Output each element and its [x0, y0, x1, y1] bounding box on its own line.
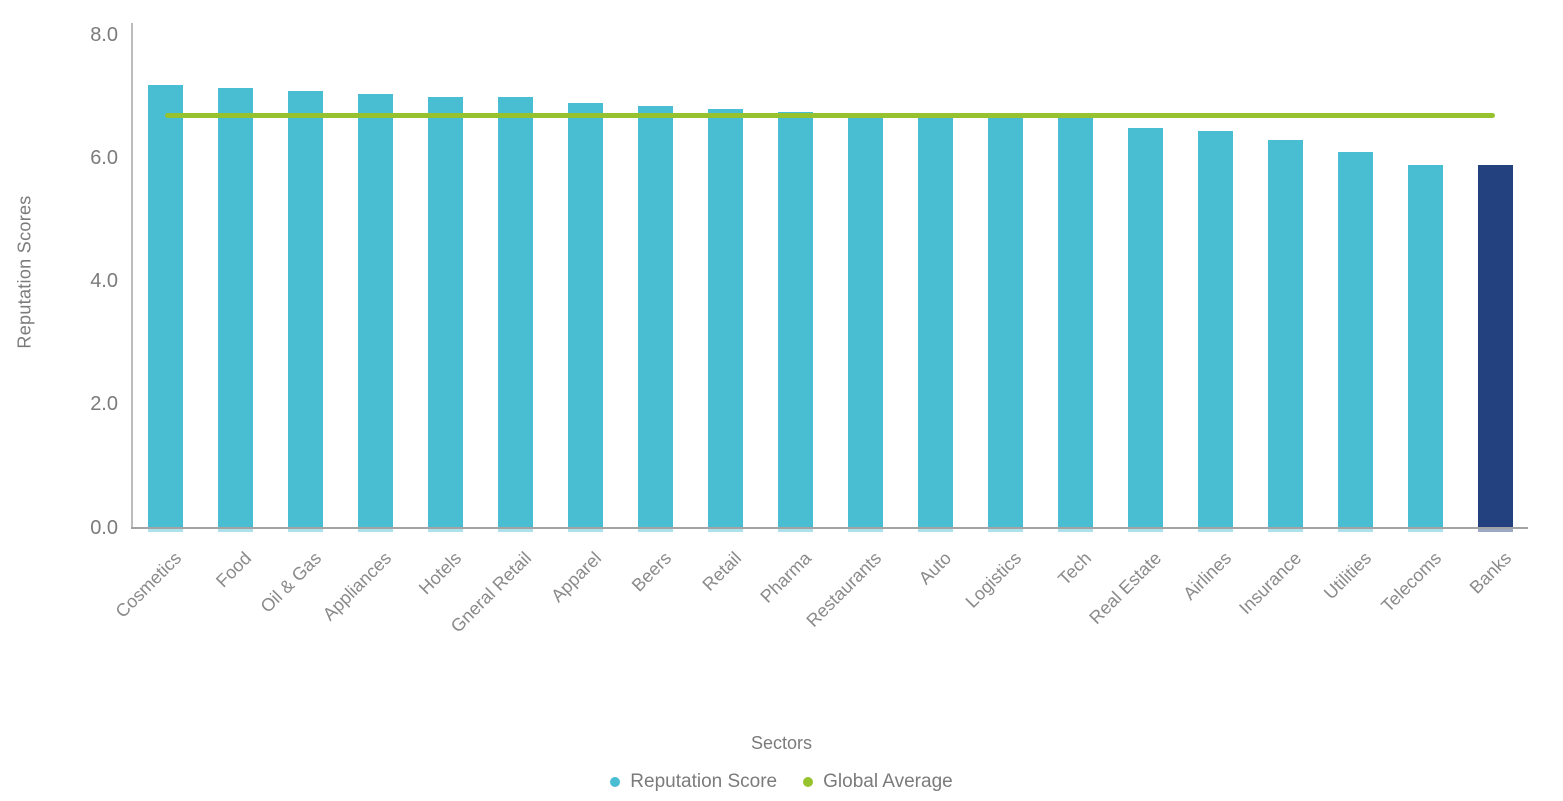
bar-restaurants[interactable] [848, 116, 883, 532]
x-tick-label-cosmetics: Cosmetics [112, 548, 186, 622]
bar-apparel[interactable] [568, 103, 603, 532]
legend-item-reputation-score[interactable]: Reputation Score [610, 771, 777, 793]
bar-logistics[interactable] [988, 116, 1023, 532]
y-tick-label: 4.0 [90, 270, 118, 293]
dot-icon [610, 777, 621, 787]
x-tick-label-restaurants: Restaurants [802, 548, 886, 631]
legend-label: Reputation Score [630, 771, 778, 792]
x-tick-label-real-estate: Real Estate [1085, 548, 1166, 628]
bar-retail[interactable] [708, 109, 743, 532]
x-tick-label-hotels: Hotels [415, 548, 466, 599]
bar-utilities[interactable] [1338, 152, 1373, 532]
x-tick-label-apparel: Apparel [547, 548, 606, 607]
bar-hotels[interactable] [428, 97, 463, 532]
x-tick-label-oil-gas: Oil & Gas [257, 548, 326, 617]
bar-telecoms[interactable] [1408, 165, 1443, 532]
global-average-line [165, 113, 1495, 118]
y-tick-label: 0.0 [90, 516, 118, 539]
y-axis-title: Reputation Scores [14, 195, 35, 349]
bar-insurance[interactable] [1268, 140, 1303, 532]
x-tick-label-auto: Auto [915, 548, 956, 589]
bar-airlines[interactable] [1198, 131, 1233, 532]
y-tick-label: 8.0 [90, 24, 118, 47]
x-axis-title: Sectors [750, 733, 813, 753]
bar-pharma[interactable] [778, 112, 813, 532]
y-tick-label: 6.0 [90, 147, 118, 170]
x-tick-label-retail: Retail [698, 548, 746, 595]
bar-cosmetics[interactable] [148, 85, 183, 532]
x-tick-label-food: Food [212, 548, 256, 592]
bar-auto[interactable] [918, 116, 953, 532]
bar-appliances[interactable] [358, 94, 393, 532]
bar-food[interactable] [218, 88, 253, 532]
x-tick-label-tech: Tech [1054, 548, 1096, 590]
x-tick-label-beers: Beers [628, 548, 676, 596]
bar-real-estate[interactable] [1128, 128, 1163, 532]
x-tick-label-appliances: Appliances [319, 548, 396, 625]
bar-oil-gas[interactable] [288, 91, 323, 532]
bar-tech[interactable] [1058, 116, 1093, 532]
x-tick-label-insurance: Insurance [1235, 548, 1306, 619]
x-tick-label-banks: Banks [1466, 548, 1516, 598]
y-axis-line [131, 23, 133, 528]
x-tick-label-telecoms: Telecoms [1377, 548, 1446, 616]
x-tick-label-pharma: Pharma [756, 548, 816, 607]
x-axis-line [131, 527, 1528, 529]
x-tick-label-airlines: Airlines [1179, 548, 1236, 604]
legend-item-global-average[interactable]: Global Average [803, 771, 953, 793]
bar-beers[interactable] [638, 106, 673, 532]
y-tick-label: 2.0 [90, 393, 118, 416]
x-tick-label-utilities: Utilities [1320, 548, 1376, 604]
x-tick-label-logistics: Logistics [961, 548, 1026, 612]
dot-icon [803, 777, 814, 787]
bar-banks[interactable] [1478, 165, 1513, 532]
legend: Reputation Score Global Average [0, 771, 1563, 793]
legend-label: Global Average [823, 771, 953, 792]
bar-gneral-retail[interactable] [498, 97, 533, 532]
